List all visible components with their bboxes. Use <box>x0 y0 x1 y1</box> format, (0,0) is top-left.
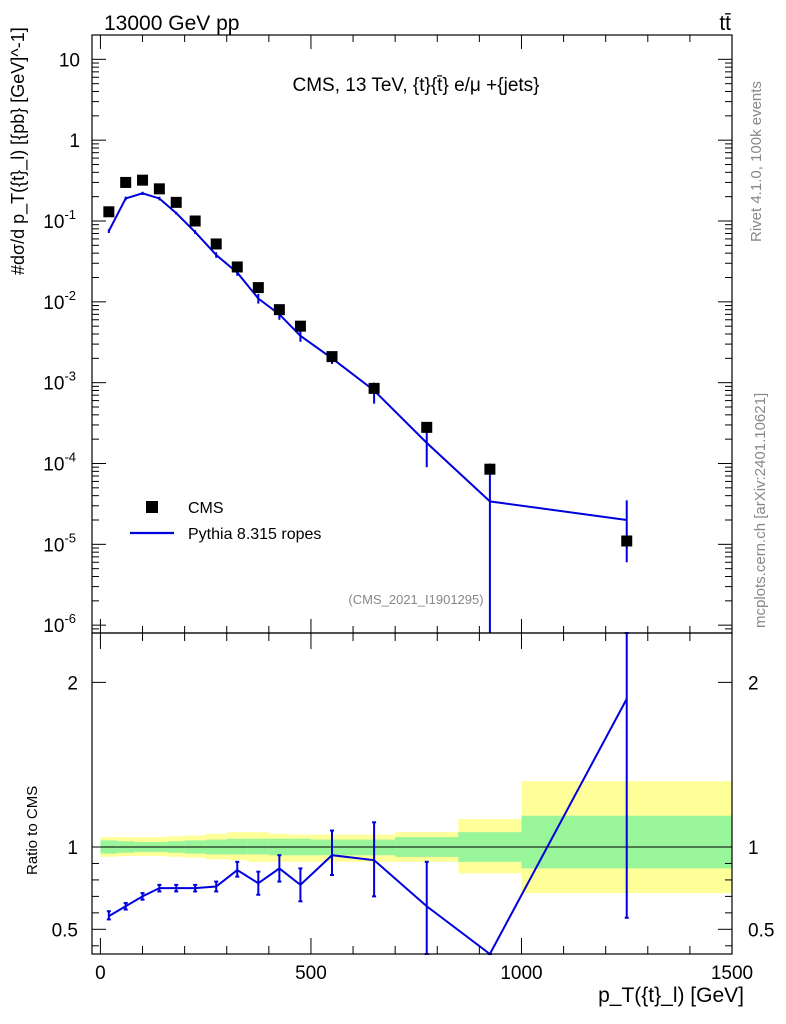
cms-data-point <box>294 320 306 332</box>
y-tick-label: 10-1 <box>43 207 76 233</box>
ratio-series <box>106 632 629 956</box>
y-tick-label-right: 0.5 <box>748 920 774 941</box>
cms-data-point <box>170 196 182 208</box>
ratio-line <box>108 698 628 956</box>
y-tick-label-right: 2 <box>748 673 759 694</box>
mcplots-label: mcplots.cern.ch [arXiv:2401.10621] <box>752 393 769 628</box>
cms-data-point <box>252 282 264 294</box>
cms-data-point <box>120 176 132 188</box>
y-tick-label: 10-6 <box>43 611 76 637</box>
cms-data-point <box>153 183 165 195</box>
y-tick-label: 0.5 <box>52 920 78 941</box>
y-tick-label: 10 <box>59 50 80 71</box>
cms-data-point <box>421 421 433 433</box>
y-tick-label-right: 1 <box>748 838 759 859</box>
main-frame <box>91 34 733 634</box>
main-series <box>103 174 633 633</box>
x-tick-label: 0 <box>95 963 106 984</box>
y-tick-label: 10-3 <box>43 369 76 395</box>
y-tick-label: 10-5 <box>43 530 76 556</box>
legend-pythia-label: Pythia 8.315 ropes <box>188 526 321 543</box>
ratio-uncertainty-bands <box>100 781 732 894</box>
y-tick-label: 2 <box>67 673 78 694</box>
y-tick-label: 10-2 <box>43 288 76 314</box>
cms-data-point <box>103 206 115 218</box>
final-state-label: tt̄ <box>719 12 731 35</box>
cms-data-point <box>621 535 633 547</box>
ratio-panel: 0 500 1000 1500 0.5 0.5 1 1 2 2 Ratio to CMS p_T(… <box>24 632 774 1007</box>
analysis-watermark: (CMS_2021_I1901295) <box>348 592 483 607</box>
main-y-axis-label: #dσ/d p_T({t}_l) [{pb} [GeV]^-1] <box>8 27 29 275</box>
main-panel: 10 1 10-1 10-2 10-3 10-4 10-5 10-6 CMS, 13 TeV,… <box>8 27 733 637</box>
process-label: 13000 GeV pp <box>104 12 239 35</box>
ratio-axis-ticks: 0 500 1000 1500 0.5 0.5 1 1 2 2 <box>52 633 774 984</box>
cms-data-point <box>189 215 201 227</box>
legend-cms-label: CMS <box>188 500 224 517</box>
cms-data-point <box>273 304 285 316</box>
cms-data-point <box>210 238 222 250</box>
legend: CMS Pythia 8.315 ropes <box>130 500 321 543</box>
y-tick-label: 1 <box>69 131 80 152</box>
y-tick-label: 1 <box>67 838 78 859</box>
rivet-version-label: Rivet 4.1.0, 100k events <box>748 81 765 242</box>
y-tick-label: 10-4 <box>43 449 76 475</box>
chart-title: CMS, 13 TeV, {t}{t̄} e/μ +{jets} <box>292 75 539 96</box>
cms-data-point <box>326 351 338 363</box>
x-axis-label: p_T({t}_l) [GeV] <box>598 984 744 1007</box>
pythia-line <box>107 192 627 521</box>
x-tick-label: 500 <box>295 963 327 984</box>
x-tick-label: 1000 <box>500 963 542 984</box>
cms-data-point <box>484 463 496 475</box>
ratio-y-axis-label: Ratio to CMS <box>24 786 41 875</box>
legend-cms-marker <box>146 501 158 513</box>
ratio-frame <box>91 632 733 955</box>
cms-data-point <box>137 174 149 186</box>
x-tick-label: 1500 <box>711 963 753 984</box>
cms-data-point <box>368 382 380 394</box>
main-axis-ticks: 10 1 10-1 10-2 10-3 10-4 10-5 10-6 <box>43 34 733 637</box>
cms-data-point <box>231 261 243 273</box>
